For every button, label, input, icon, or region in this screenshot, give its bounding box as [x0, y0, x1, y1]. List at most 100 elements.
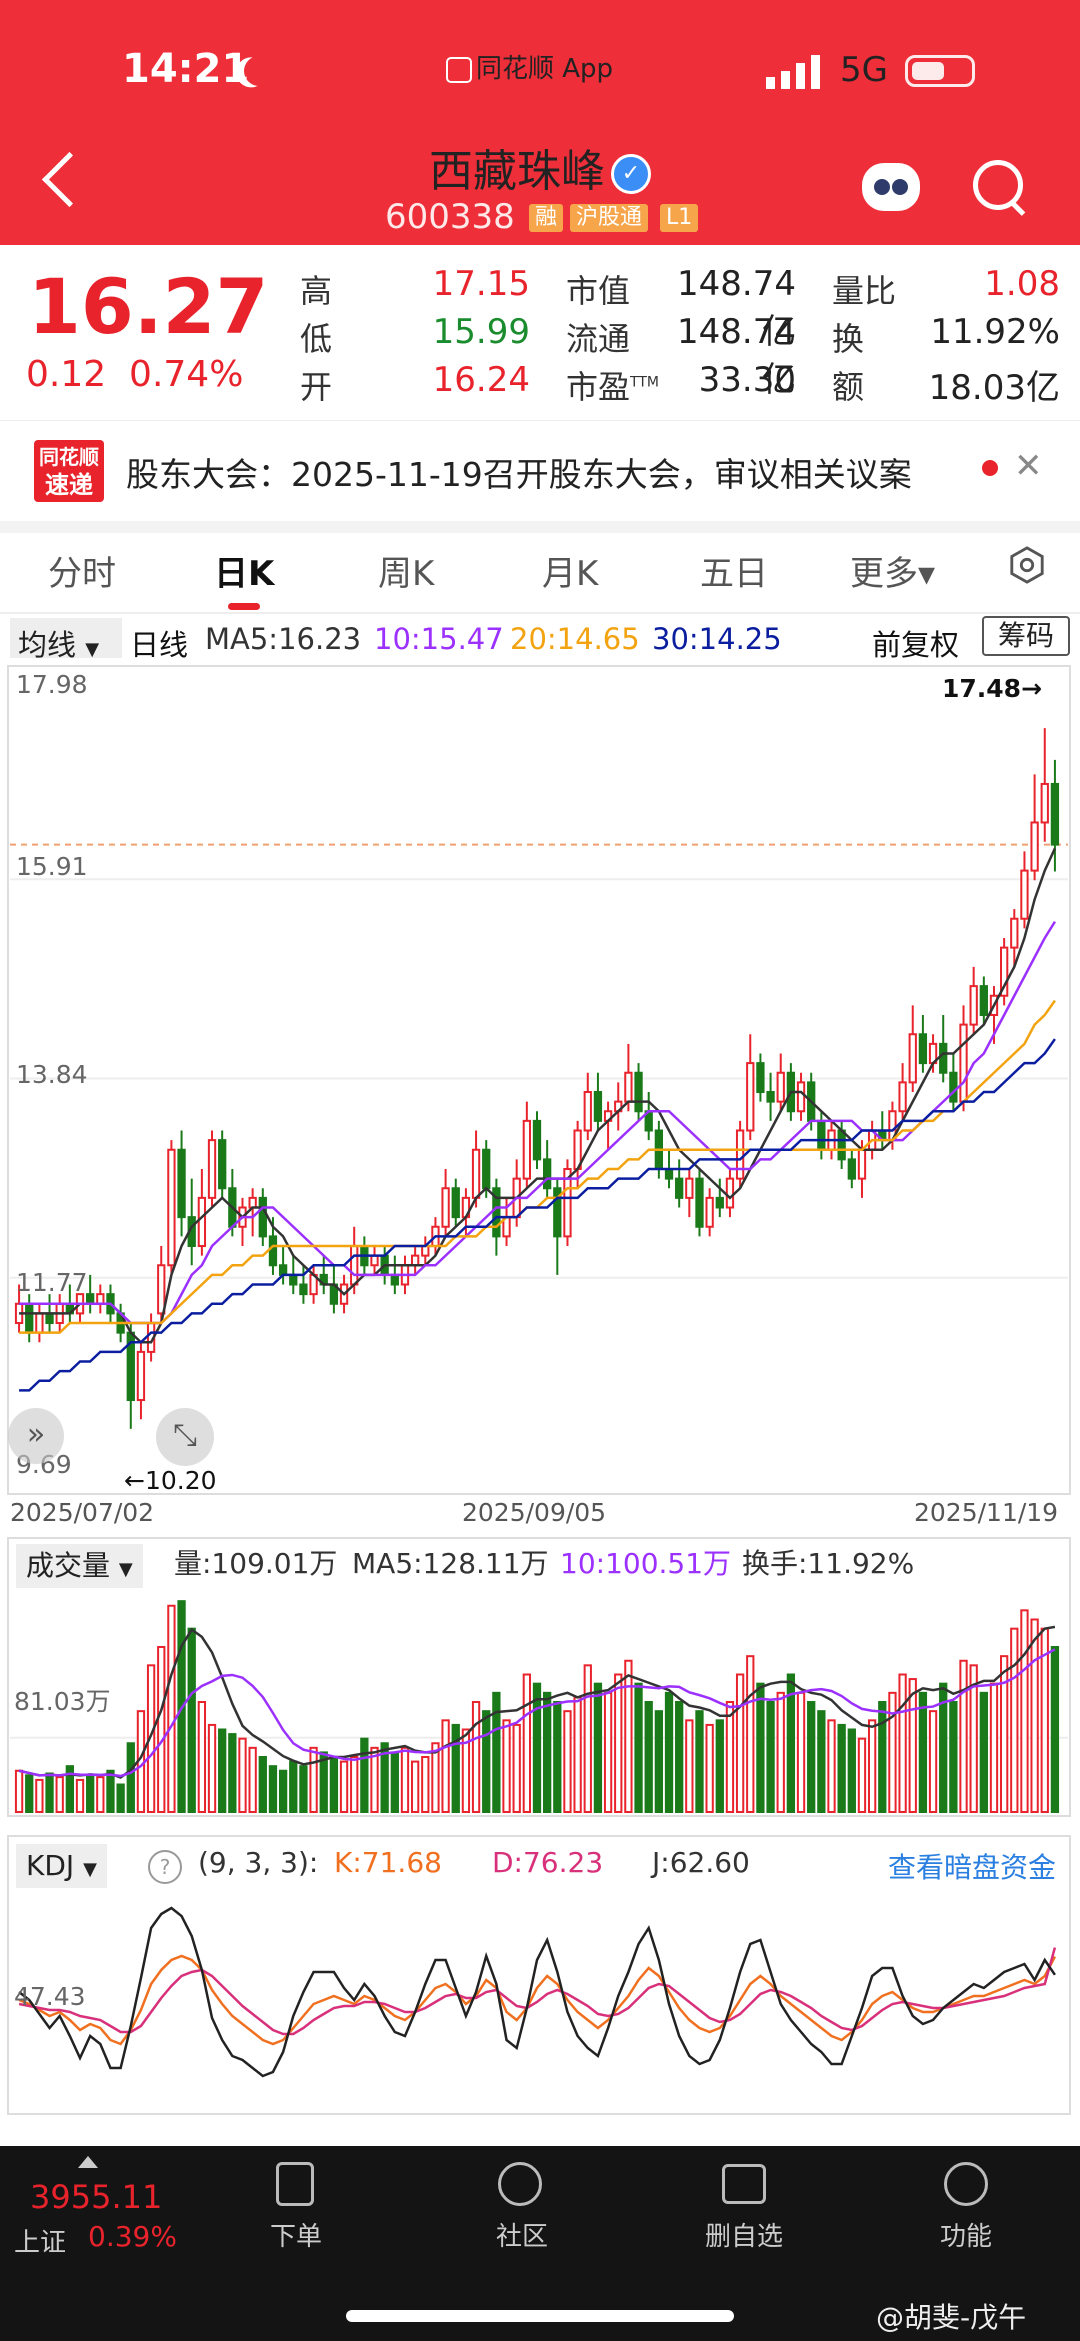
- volume-bar: [654, 1710, 664, 1813]
- candle-body: [746, 1062, 755, 1132]
- volume-bar: [715, 1719, 724, 1814]
- candle-body: [898, 1081, 907, 1113]
- period-tabs: [0, 532, 1080, 614]
- volume-selector[interactable]: 成交量 ▼: [16, 1544, 143, 1588]
- candle-body: [167, 1148, 176, 1267]
- volume-bar: [451, 1723, 460, 1813]
- help-icon[interactable]: ?: [148, 1850, 182, 1884]
- volume-value: 量:109.01万: [174, 1547, 338, 1580]
- candle-body: [715, 1196, 724, 1209]
- nav-order[interactable]: 下单: [269, 2222, 322, 2252]
- candle-body: [553, 1187, 562, 1238]
- volume-bar: [827, 1719, 836, 1814]
- fullscreen-icon[interactable]: ⤡: [156, 1408, 214, 1466]
- kdj-selector[interactable]: KDJ ▼: [16, 1844, 107, 1888]
- remove-watchlist-icon[interactable]: [722, 2164, 766, 2204]
- period-label: 日线: [130, 628, 189, 662]
- volume-bar: [461, 1728, 471, 1813]
- candle-body: [624, 1071, 633, 1103]
- kdj-selector-label: KDJ: [26, 1849, 75, 1882]
- kdj-line-j: [18, 1906, 1056, 2078]
- candle-body: [1040, 782, 1049, 824]
- candle-body: [939, 1042, 948, 1074]
- volume-bar: [167, 1604, 176, 1813]
- kdj-y-tick: 47.43: [14, 1982, 86, 2011]
- news-banner[interactable]: [0, 420, 1080, 533]
- close-icon[interactable]: ✕: [1014, 446, 1043, 486]
- nav-community[interactable]: 社区: [495, 2222, 548, 2252]
- volume-bar: [268, 1765, 278, 1813]
- tab-daily-k[interactable]: 日K: [214, 554, 275, 594]
- order-icon[interactable]: [276, 2162, 314, 2206]
- volume-bar: [55, 1776, 64, 1813]
- volume-bar: [278, 1769, 288, 1813]
- settings-icon[interactable]: [1008, 546, 1046, 584]
- indicator-selector[interactable]: [10, 618, 122, 658]
- candle-body: [735, 1129, 745, 1180]
- volume-bar: [390, 1751, 399, 1813]
- volume-bar: [350, 1756, 359, 1813]
- chip-distribution-button[interactable]: 筹码: [982, 616, 1070, 656]
- index-percent: 0.39%: [88, 2220, 177, 2253]
- volume-bar: [888, 1691, 897, 1814]
- x-tick-label: 2025/09/05: [462, 1498, 607, 1527]
- ths-logo-icon: [446, 56, 472, 83]
- candle-body: [35, 1312, 44, 1334]
- candle-body: [685, 1177, 694, 1199]
- tab-more[interactable]: 更多▾: [850, 554, 936, 594]
- volume-bar: [857, 1737, 867, 1813]
- chart-canvas[interactable]: [0, 0, 1080, 2146]
- quote-field-value: 17.15: [432, 264, 530, 304]
- nav-functions[interactable]: 功能: [939, 2222, 992, 2252]
- news-text[interactable]: 股东大会：2025-11-19召开股东大会，审议相关议案: [126, 455, 912, 494]
- candle-body: [299, 1283, 308, 1296]
- kdj-d: D:76.23: [492, 1846, 604, 1879]
- volume-bar: [756, 1682, 765, 1813]
- collapse-icon[interactable]: »: [8, 1408, 64, 1464]
- tab-weekly-k[interactable]: 周K: [378, 554, 435, 594]
- index-up-arrow-icon: [78, 2156, 98, 2168]
- candle-body: [278, 1264, 288, 1276]
- candle-body: [766, 1090, 775, 1103]
- community-icon[interactable]: [498, 2162, 542, 2206]
- search-icon[interactable]: [973, 160, 1023, 210]
- tab-five-day[interactable]: 五日: [700, 554, 768, 594]
- quote-field-label: 高: [300, 272, 333, 310]
- assistant-robot-icon[interactable]: [862, 163, 920, 211]
- volume-bar: [380, 1742, 389, 1813]
- index-name: 上证: [14, 2228, 67, 2258]
- adjust-mode[interactable]: 前复权: [872, 628, 960, 662]
- volume-bar: [1030, 1618, 1039, 1813]
- volume-ma10: 10:100.51万: [560, 1547, 732, 1580]
- stock-name: 西藏珠峰: [429, 146, 605, 197]
- volume-bar: [817, 1710, 826, 1813]
- quote-field-label: 额: [832, 368, 865, 406]
- news-logo: 同花顺 速递: [34, 440, 104, 502]
- candle-body: [959, 1023, 968, 1103]
- candle-body: [207, 1139, 217, 1199]
- volume-bar: [634, 1682, 643, 1813]
- candle-body: [268, 1235, 278, 1267]
- dark-pool-link[interactable]: 查看暗盘资金: [888, 1851, 1057, 1884]
- quote-field-label: 低: [300, 320, 333, 358]
- x-tick-label: 2025/07/02: [10, 1498, 155, 1527]
- nav-remove-watchlist[interactable]: 删自选: [704, 2222, 783, 2252]
- volume-bar: [543, 1691, 552, 1814]
- index-value[interactable]: 3955.11: [30, 2178, 163, 2216]
- volume-bar: [14, 1769, 24, 1813]
- candle-body: [634, 1071, 643, 1113]
- home-indicator[interactable]: [346, 2310, 734, 2322]
- y-tick-label: 17.98: [16, 670, 88, 699]
- tab-monthly-k[interactable]: 月K: [542, 554, 599, 594]
- candle-body: [248, 1196, 257, 1209]
- volume-bar: [116, 1783, 125, 1813]
- menu-icon[interactable]: [944, 2162, 988, 2206]
- volume-bar: [238, 1737, 247, 1813]
- volume-ma5: MA5:128.11万: [352, 1547, 549, 1580]
- signal-icon: [766, 55, 820, 89]
- ma20-value: 20:14.65: [510, 622, 640, 656]
- tab-intraday[interactable]: 分时: [48, 554, 116, 594]
- volume-bar: [583, 1664, 592, 1814]
- quote-field-label: 市盈TTM: [566, 368, 659, 406]
- kdj-line-k: [18, 1954, 1057, 2046]
